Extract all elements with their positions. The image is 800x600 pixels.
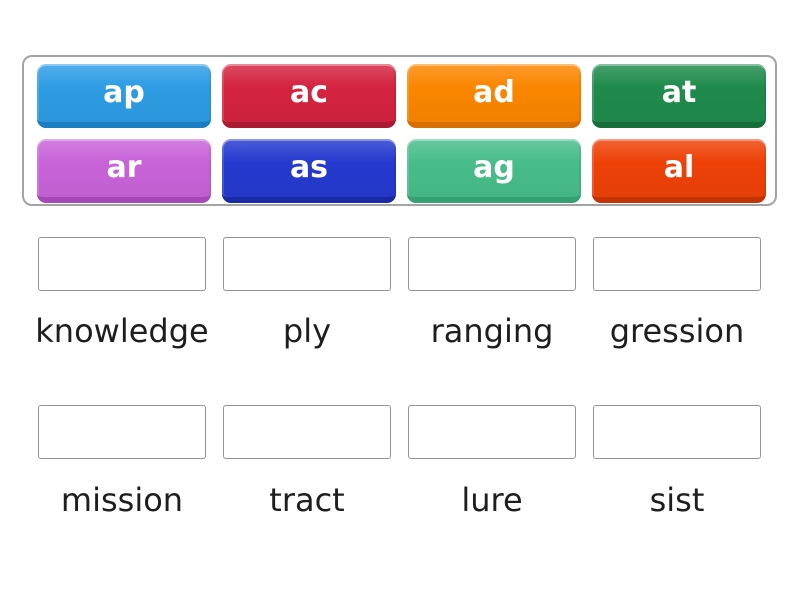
answer-slot-ranging[interactable] — [408, 237, 576, 291]
word-stem: lure — [461, 481, 523, 519]
answer-slot-lure[interactable] — [408, 405, 576, 459]
tile-as[interactable]: as — [222, 139, 396, 203]
tile-label: as — [289, 150, 329, 185]
tile-ar[interactable]: ar — [37, 139, 211, 203]
word-stem: tract — [269, 481, 345, 519]
word-stem: gression — [609, 312, 745, 350]
tile-label: at — [661, 75, 697, 110]
tile-ac[interactable]: ac — [222, 64, 396, 128]
tile-label: ap — [103, 75, 145, 110]
word-stem: mission — [60, 481, 184, 519]
tile-ag[interactable]: ag — [407, 139, 581, 203]
tile-ad[interactable]: ad — [407, 64, 581, 128]
answer-slot-ply[interactable] — [223, 237, 391, 291]
tile-ap[interactable]: ap — [37, 64, 211, 128]
tile-label: ac — [289, 75, 329, 110]
word-stem: ply — [282, 312, 332, 350]
tile-at[interactable]: at — [592, 64, 766, 128]
tile-label: ad — [473, 75, 515, 110]
tile-label: ar — [106, 150, 142, 185]
answer-slot-gression[interactable] — [593, 237, 761, 291]
answer-slot-sist[interactable] — [593, 405, 761, 459]
word-stem: knowledge — [35, 312, 209, 350]
word-stem: ranging — [430, 312, 554, 350]
answer-slot-mission[interactable] — [38, 405, 206, 459]
tile-label: ag — [473, 150, 515, 185]
tile-al[interactable]: al — [592, 139, 766, 203]
word-stem: sist — [649, 481, 705, 519]
answer-slot-knowledge[interactable] — [38, 237, 206, 291]
tile-label: al — [663, 150, 695, 185]
answer-slot-tract[interactable] — [223, 405, 391, 459]
tile-bank: ap ac ad at ar as ag al — [22, 55, 777, 206]
